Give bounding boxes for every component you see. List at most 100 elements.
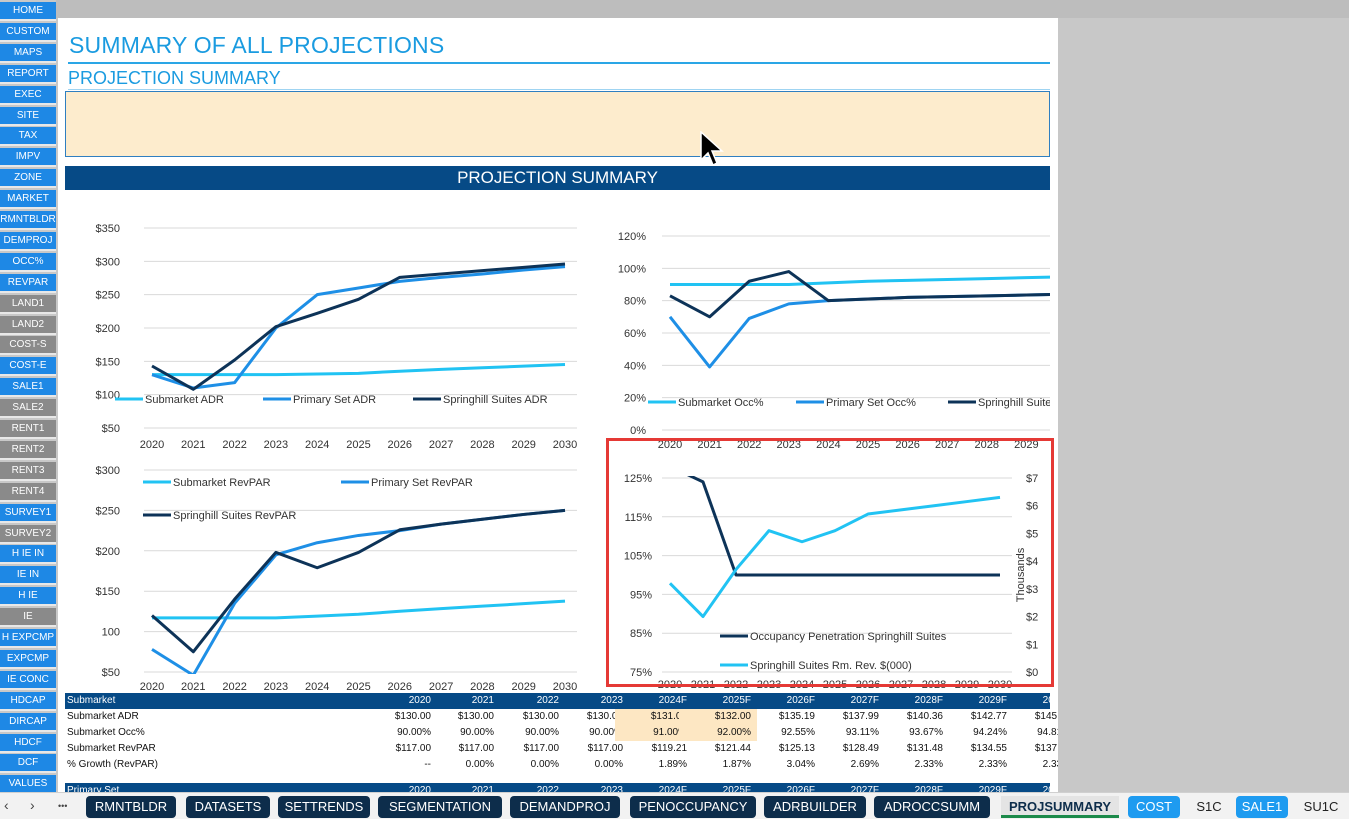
tab-datasets[interactable]: DATASETS [186,796,270,818]
nav-hdcap-button[interactable]: HDCAP [0,691,56,711]
table-cell[interactable]: $132.00 [679,709,757,725]
tab-sale1[interactable]: SALE1 [1236,796,1288,818]
penetration-chart[interactable]: 75% 85% 95% 105% 115% 125% $0 $1 $2 $3 $4 $5 $6 $7 Tho… [606,438,1054,688]
table-cell[interactable]: 94.81% [1037,727,1058,738]
table-cell[interactable]: $131.48 [906,743,943,754]
column-header[interactable]: 2028F [914,695,943,706]
table-cell[interactable]: 92.00% [679,725,757,741]
column-header[interactable]: 2028F [914,785,943,792]
more-tabs-icon[interactable]: ••• [58,801,68,811]
tab-scroll-left-icon[interactable]: ‹ [4,797,9,813]
tab-adrbuilder[interactable]: ADRBUILDER [764,796,866,818]
occupancy-chart[interactable]: 0% 20% 40% 60% 80% 100% 120% 2020 2021 2022 2023 20… [608,198,1050,458]
nav-market-button[interactable]: MARKET [0,190,56,210]
table-cell[interactable]: $117.00 [587,743,623,754]
column-header[interactable]: 2030F [1042,785,1058,792]
nav-exec-button[interactable]: EXEC [0,85,56,105]
nav-rent1-button[interactable]: RENT1 [0,420,56,439]
nav-h-expcmp-button[interactable]: H EXPCMP [0,629,56,648]
row-label[interactable]: Submarket [67,695,116,706]
nav-home-button[interactable]: HOME [0,2,56,21]
column-header[interactable]: 2022 [536,785,559,792]
nav-dcf-button[interactable]: DCF [0,754,56,774]
table-cell[interactable]: $117.00 [458,743,494,754]
table-cell[interactable]: $125.13 [778,743,815,754]
nav-sale2-button[interactable]: SALE2 [0,399,56,419]
tab-cost[interactable]: COST [1128,796,1180,818]
column-header[interactable]: 2024F [658,785,687,792]
table-cell[interactable]: $137.99 [842,711,879,722]
nav-rmntbldr-button[interactable]: RMNTBLDR [0,211,56,230]
table-cell[interactable]: 92.55% [781,727,815,738]
table-cell[interactable]: 0.00% [530,759,559,770]
nav-survey1-button[interactable]: SURVEY1 [0,503,56,523]
table-cell[interactable]: 91.00% [615,725,693,741]
column-header[interactable]: 2024F [658,695,687,706]
nav-occ-button[interactable]: OCC% [0,252,56,272]
nav-dircap-button[interactable]: DIRCAP [0,712,56,732]
nav-ie-conc-button[interactable]: IE CONC [0,670,56,690]
nav-h-ie-in-button[interactable]: H IE IN [0,545,56,565]
tab-adroccsumm[interactable]: ADROCCSUMM [874,796,990,818]
column-header[interactable]: 2029F [978,695,1007,706]
tab-penoccupancy[interactable]: PENOCCUPANCY [630,796,756,818]
nav-zone-button[interactable]: ZONE [0,169,56,189]
table-cell[interactable]: $130.00 [394,711,431,722]
tab-projsummary[interactable]: PROJSUMMARY [1001,796,1119,818]
table-cell[interactable]: -- [424,759,431,770]
table-cell[interactable]: $142.77 [970,711,1007,722]
nav-ie-in-button[interactable]: IE IN [0,566,56,586]
nav-land2-button[interactable]: LAND2 [0,315,56,335]
column-header[interactable]: 2026F [786,785,815,792]
tab-scroll-right-icon[interactable]: › [30,797,35,813]
nav-rent3-button[interactable]: RENT3 [0,461,56,481]
table-cell[interactable]: 90.00% [460,727,494,738]
table-cell[interactable]: $145.23 [1034,711,1058,722]
row-label[interactable]: % Growth (RevPAR) [67,759,158,770]
row-label[interactable]: Submarket RevPAR [67,743,156,754]
column-header[interactable]: 2025F [722,695,751,706]
table-cell[interactable]: 94.24% [973,727,1007,738]
table-cell[interactable]: 2.33% [978,759,1007,770]
table-cell[interactable]: $130.00 [586,711,623,722]
nav-site-button[interactable]: SITE [0,106,56,126]
table-cell[interactable]: $117.00 [395,743,431,754]
nav-custom-button[interactable]: CUSTOM [0,22,56,42]
table-cell[interactable]: 93.11% [845,727,879,738]
table-cell[interactable]: 1.89% [658,759,687,770]
notes-box[interactable] [65,91,1050,157]
nav-demproj-button[interactable]: DEMPROJ [0,231,56,251]
nav-impv-button[interactable]: IMPV [0,148,56,168]
table-cell[interactable]: 2.69% [850,759,879,770]
nav-rent4-button[interactable]: RENT4 [0,482,56,502]
column-header[interactable]: 2025F [722,785,751,792]
table-cell[interactable]: $128.49 [842,743,879,754]
tab-settrends[interactable]: SETTRENDS [278,796,370,818]
row-label[interactable]: Primary Set [67,785,120,792]
nav-maps-button[interactable]: MAPS [0,43,56,63]
nav-rent2-button[interactable]: RENT2 [0,440,56,460]
row-label[interactable]: Submarket Occ% [67,727,145,738]
column-header[interactable]: 2021 [471,785,494,792]
nav-revpar-button[interactable]: REVPAR [0,273,56,293]
column-header[interactable]: 2023 [600,785,623,792]
table-cell[interactable]: 0.00% [465,759,494,770]
nav-ie-button[interactable]: IE [0,608,56,628]
nav-report-button[interactable]: REPORT [0,64,56,84]
tab-rmntbldr[interactable]: RMNTBLDR [86,796,176,818]
nav-hdcf-button[interactable]: HDCF [0,733,56,753]
table-cell[interactable]: $117.00 [523,743,559,754]
table-cell[interactable]: 1.87% [722,759,751,770]
column-header[interactable]: 2029F [978,785,1007,792]
tab-demandproj[interactable]: DEMANDPROJ [510,796,620,818]
row-label[interactable]: Submarket ADR [67,711,139,722]
table-cell[interactable]: 90.00% [589,727,623,738]
column-header[interactable]: 2021 [471,695,494,706]
table-cell[interactable]: 0.00% [594,759,623,770]
column-header[interactable]: 2027F [850,785,879,792]
column-header[interactable]: 2023 [600,695,623,706]
column-header[interactable]: 2026F [786,695,815,706]
column-header[interactable]: 2022 [536,695,559,706]
tab-s1c[interactable]: S1C [1196,799,1222,814]
tab-segmentation[interactable]: SEGMENTATION [378,796,502,818]
